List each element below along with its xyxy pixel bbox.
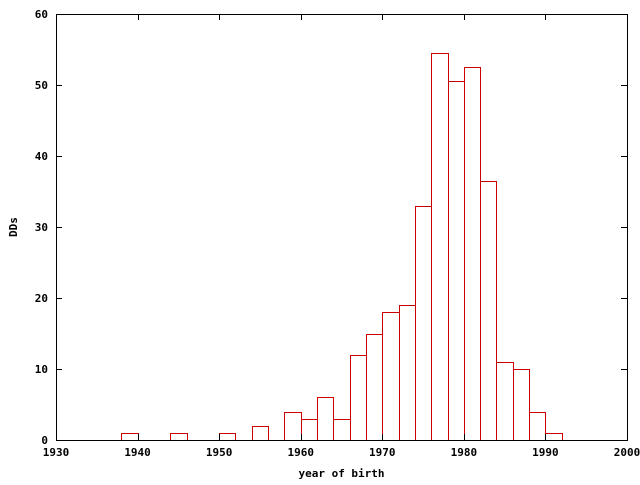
bars-group	[121, 53, 563, 441]
x-tick-label: 1970	[369, 446, 396, 459]
y-axis-label: DDs	[7, 217, 20, 237]
y-tick-label: 0	[41, 434, 48, 447]
x-tick-label: 1990	[532, 446, 559, 459]
histogram-bar	[252, 426, 269, 441]
x-tick-label: 1980	[451, 446, 478, 459]
histogram-bar	[121, 433, 139, 441]
y-tick-label: 50	[35, 79, 48, 92]
histogram-bar	[382, 312, 400, 441]
x-tick-label: 2000	[614, 446, 640, 459]
x-tick-label: 1960	[287, 446, 314, 459]
ticks-group: 1930 1940 1950 1960 1970 1980 1990 2000 0 10 20 30 4…	[35, 8, 640, 459]
histogram-bar	[399, 305, 416, 441]
y-tick-label: 40	[35, 150, 48, 163]
y-tick-label: 60	[35, 8, 48, 21]
histogram-bar	[513, 369, 530, 441]
histogram-bar	[448, 81, 465, 441]
y-tick-label: 30	[35, 221, 48, 234]
histogram-bar	[284, 412, 302, 441]
y-tick-label: 10	[35, 363, 48, 376]
plot-frame	[56, 14, 628, 441]
histogram-bar	[529, 412, 546, 441]
histogram-bar	[431, 53, 449, 441]
y-tick-label: 20	[35, 292, 48, 305]
histogram-bar	[219, 433, 236, 441]
histogram-bar	[415, 206, 432, 441]
histogram-bar	[333, 419, 351, 441]
x-tick-label: 1940	[124, 446, 151, 459]
histogram-bar	[170, 433, 188, 441]
x-tick-label: 1930	[43, 446, 70, 459]
histogram-bar	[350, 355, 367, 441]
x-axis-label: year of birth	[298, 467, 384, 480]
histogram-bar	[301, 419, 318, 441]
histogram-bar	[480, 181, 497, 441]
histogram-bar	[464, 67, 481, 441]
histogram-bar	[496, 362, 514, 441]
histogram-bar	[317, 397, 334, 441]
histogram-bar	[545, 433, 563, 441]
histogram-bar	[366, 334, 383, 441]
x-tick-label: 1950	[206, 446, 233, 459]
